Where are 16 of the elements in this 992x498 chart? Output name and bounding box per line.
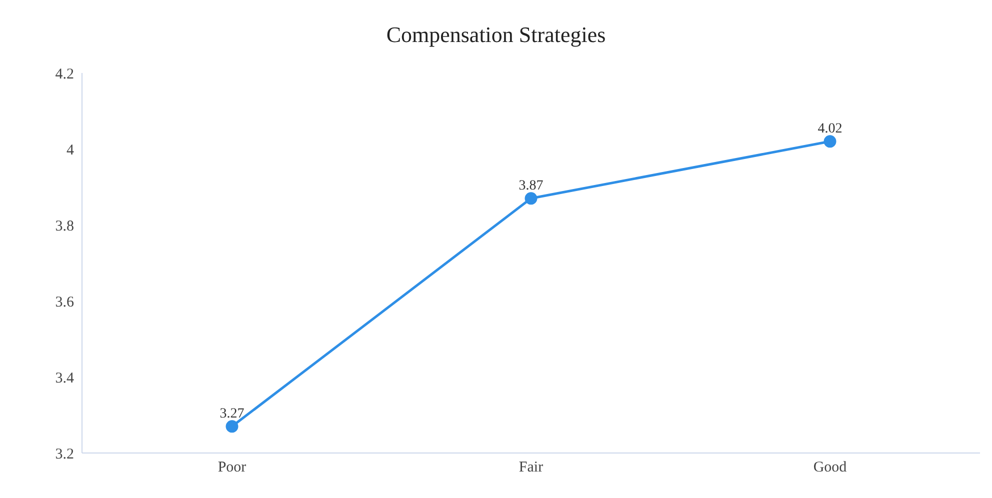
x-tick-label: Fair [518, 460, 544, 476]
y-tick-label: 3.2 [55, 446, 74, 462]
y-tick-label: 3.4 [55, 370, 74, 386]
point [226, 420, 238, 433]
x-tick-label: Good [813, 460, 848, 476]
y-tick-label: 4 [66, 142, 74, 158]
point [524, 192, 538, 205]
data-label: 3.87 [518, 178, 544, 194]
y-tick-label: 3.6 [55, 294, 74, 310]
x-tick-label: Poor [218, 460, 246, 476]
point [824, 135, 836, 148]
y-tick-label: 4.2 [55, 66, 74, 82]
y-tick-label: 3.8 [55, 218, 74, 234]
data-label: 4.02 [818, 121, 842, 136]
chart-title: Compensation Strategies [385, 22, 607, 48]
data-label: 3.27 [220, 406, 244, 422]
